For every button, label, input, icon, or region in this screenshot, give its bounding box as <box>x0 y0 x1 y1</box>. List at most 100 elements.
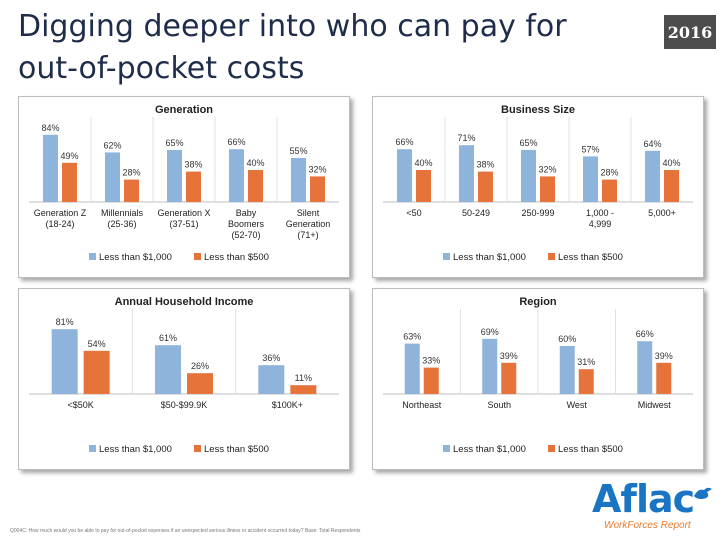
legend-swatch-less-than-500 <box>548 253 555 260</box>
chart-title: Generation <box>155 104 213 116</box>
data-label: 57% <box>581 144 599 154</box>
data-label: 40% <box>414 158 432 168</box>
category-label: 5,000+ <box>648 208 676 218</box>
data-label: 28% <box>122 168 140 178</box>
chart-panel-region: Region 63% 33% Northeast 69% 39% South 60% 31% We… <box>372 288 704 470</box>
data-label: 61% <box>159 333 177 343</box>
chart-title: Business Size <box>501 104 575 116</box>
bar-less-than-1000 <box>404 343 420 394</box>
data-label: 38% <box>184 160 202 170</box>
data-label: 11% <box>295 373 312 383</box>
legend-swatch-less-than-500 <box>194 253 201 260</box>
bar-less-than-1000 <box>258 365 285 394</box>
bar-less-than-1000 <box>637 341 653 394</box>
bar-less-than-500 <box>248 170 263 202</box>
chart-title: Region <box>519 296 557 308</box>
bar-less-than-1000 <box>105 152 120 202</box>
category-label: Northeast <box>402 400 442 410</box>
slide-title: Digging deeper into who can pay for out-… <box>18 6 578 90</box>
chart-svg: Annual Household Income 81% 54% <$50K 61% 26%… <box>29 296 339 455</box>
data-label: 69% <box>481 327 499 337</box>
data-label: 31% <box>577 357 595 367</box>
category-label: Baby Boomers (52-70) <box>228 208 265 240</box>
category-label: $100K+ <box>272 400 303 410</box>
legend-label-less-than-1000: Less than $1,000 <box>99 444 172 455</box>
category-label: 50-249 <box>462 208 490 218</box>
data-label: 39% <box>500 351 518 361</box>
bar-less-than-500 <box>416 170 431 202</box>
year-badge: 2016 <box>664 15 716 49</box>
data-label: 64% <box>643 139 661 149</box>
data-label: 32% <box>538 164 556 174</box>
category-label: Generation X (37-51) <box>157 208 210 229</box>
data-label: 66% <box>227 137 245 147</box>
bar-less-than-500 <box>290 385 317 394</box>
slide-title-line-2: out-of-pocket costs <box>18 51 305 86</box>
category-label: Generation Z (18-24) <box>34 208 87 229</box>
bar-less-than-500 <box>83 350 110 394</box>
bar-less-than-1000 <box>43 134 58 202</box>
bar-less-than-500 <box>478 171 493 202</box>
data-label: 60% <box>558 334 576 344</box>
data-label: 62% <box>103 140 121 150</box>
data-label: 38% <box>476 160 494 170</box>
category-label: 250-999 <box>521 208 554 218</box>
bar-less-than-500 <box>501 362 517 394</box>
chart-svg: Generation 84% 49% Generation Z (18-24) 62% 28… <box>29 104 339 263</box>
bar-less-than-1000 <box>229 149 244 202</box>
chart-svg: Business Size 66% 40% <50 71% 38% 50-249 65% 32%… <box>383 104 693 263</box>
bar-less-than-1000 <box>397 149 412 202</box>
bar-less-than-500 <box>540 176 555 202</box>
bar-less-than-500 <box>186 171 201 202</box>
bar-less-than-1000 <box>51 329 78 394</box>
chart-panel-business-size: Business Size 66% 40% <50 71% 38% 50-249 65% 32%… <box>372 96 704 278</box>
category-label: 1,000 -4,999 <box>586 208 614 229</box>
bar-less-than-500 <box>656 362 672 394</box>
data-label: 84% <box>41 123 59 133</box>
logo-tagline: WorkForces Report <box>604 520 691 531</box>
data-label: 63% <box>403 332 421 342</box>
category-label: South <box>487 400 511 410</box>
bar-less-than-500 <box>664 170 679 202</box>
legend-swatch-less-than-1000 <box>89 253 96 260</box>
legend-swatch-less-than-1000 <box>443 253 450 260</box>
legend-label-less-than-500: Less than $500 <box>204 444 269 455</box>
bar-less-than-1000 <box>155 345 181 394</box>
category-label: $50-$99.9K <box>161 400 208 410</box>
category-label: <$50K <box>68 400 94 410</box>
legend-swatch-less-than-1000 <box>443 445 450 452</box>
logo-wordmark: Aflac <box>592 477 695 521</box>
legend-label-less-than-500: Less than $500 <box>558 444 623 455</box>
category-label: Millennials (25-36) <box>101 208 144 229</box>
bar-less-than-500 <box>423 367 439 394</box>
data-label: 65% <box>519 138 537 148</box>
data-label: 26% <box>191 361 209 371</box>
bar-less-than-1000 <box>559 346 575 394</box>
category-label: West <box>567 400 588 410</box>
category-label: <50 <box>406 208 421 218</box>
bar-less-than-1000 <box>167 150 182 202</box>
bar-less-than-1000 <box>521 150 536 202</box>
data-label: 71% <box>457 133 475 143</box>
bar-less-than-500 <box>62 162 77 202</box>
bar-less-than-1000 <box>583 156 598 202</box>
bar-less-than-500 <box>602 179 617 202</box>
data-label: 40% <box>662 158 680 168</box>
data-label: 66% <box>636 329 654 339</box>
bar-less-than-1000 <box>459 145 474 202</box>
legend-swatch-less-than-500 <box>194 445 201 452</box>
duck-icon <box>694 487 712 499</box>
data-label: 49% <box>60 151 78 161</box>
bar-less-than-1000 <box>645 150 660 202</box>
legend-label-less-than-1000: Less than $1,000 <box>453 444 526 455</box>
legend-swatch-less-than-1000 <box>89 445 96 452</box>
legend-label-less-than-500: Less than $500 <box>558 252 623 263</box>
chart-svg: Region 63% 33% Northeast 69% 39% South 60% 31% We… <box>383 296 693 455</box>
bar-less-than-500 <box>124 179 139 202</box>
data-label: 36% <box>262 353 280 363</box>
aflac-logo: Aflac WorkForces Report <box>592 478 716 536</box>
data-label: 28% <box>600 168 618 178</box>
legend-label-less-than-1000: Less than $1,000 <box>453 252 526 263</box>
data-label: 81% <box>56 317 74 327</box>
data-label: 39% <box>655 351 673 361</box>
